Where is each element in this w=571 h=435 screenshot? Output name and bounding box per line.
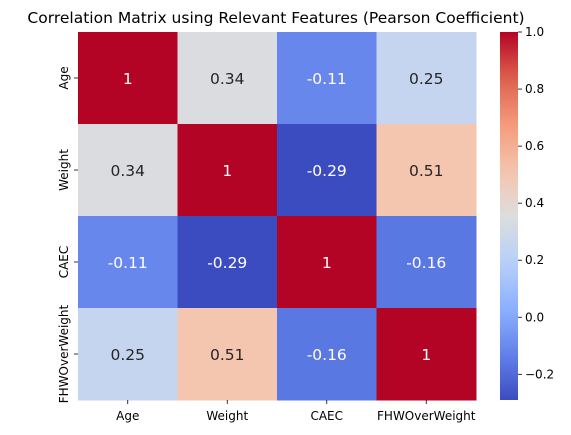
heatmap-cell [277,308,377,401]
heatmap-cells [78,32,477,401]
y-tick-label: FHWOverWeight [57,304,71,403]
colorbar: −0.2 0.0 0.2 0.4 0.6 0.8 1.0 [500,25,554,400]
x-tick-label: FHWOverWeight [377,409,476,423]
chart-title: Correlation Matrix using Relevant Featur… [27,9,524,27]
cell-annotation: 1 [123,70,133,88]
heatmap-cell [277,32,377,125]
colorbar-tick-label: 0.2 [525,253,544,267]
y-axis-ticks: Age Weight CAEC FHWOverWeight [57,66,78,403]
y-tick-label: Age [57,66,71,89]
cell-annotation: 0.25 [110,346,145,364]
cell-annotation: 1 [322,254,332,272]
cell-annotation: -0.11 [108,254,148,272]
cell-annotation: 0.25 [409,70,444,88]
cell-annotation: 0.34 [210,70,245,88]
heatmap-cell [376,216,477,309]
cell-annotation: -0.29 [207,254,247,272]
colorbar-tick-label: 0.6 [525,139,544,153]
cell-annotation: -0.16 [307,346,347,364]
cell-annotation: -0.11 [307,70,347,88]
heatmap-cell [78,124,178,217]
heatmap-cell [78,308,178,401]
heatmap-cell [277,124,377,217]
heatmap-cell [177,32,278,125]
heatmap-cell [277,216,377,309]
heatmap-cell [177,216,278,309]
colorbar-tick-label: 0.4 [525,196,544,210]
y-tick-label: Weight [57,149,71,191]
cell-annotation: -0.16 [406,254,446,272]
heatmap-cell [78,32,178,125]
colorbar-tick-label: 0.8 [525,82,544,96]
cell-annotation: 0.51 [409,162,444,180]
heatmap-cell [78,216,178,309]
cell-annotation: 0.34 [110,162,145,180]
heatmap-cell [376,32,477,125]
cell-annotation: -0.29 [307,162,347,180]
cell-annotation: 1 [222,162,232,180]
cell-annotation: 0.51 [210,346,245,364]
colorbar-tick-label: 0.0 [525,310,544,324]
y-tick-label: CAEC [57,246,71,279]
heatmap-cell [177,124,278,217]
colorbar-gradient [500,32,518,400]
heatmap-cell [376,124,477,217]
x-axis-ticks: Age Weight CAEC FHWOverWeight [116,400,476,423]
heatmap-cell [376,308,477,401]
cell-annotation: 1 [421,346,431,364]
x-tick-label: Age [116,409,139,423]
x-tick-label: Weight [206,409,248,423]
heatmap-cell [177,308,278,401]
x-tick-label: CAEC [310,409,343,423]
cell-annotations: 1 0.34 -0.11 0.25 0.34 1 -0.29 0.51 -0.11 -0.29 1 -… [108,70,447,364]
colorbar-tick-label: 1.0 [525,25,544,39]
colorbar-tick-label: −0.2 [525,367,554,381]
